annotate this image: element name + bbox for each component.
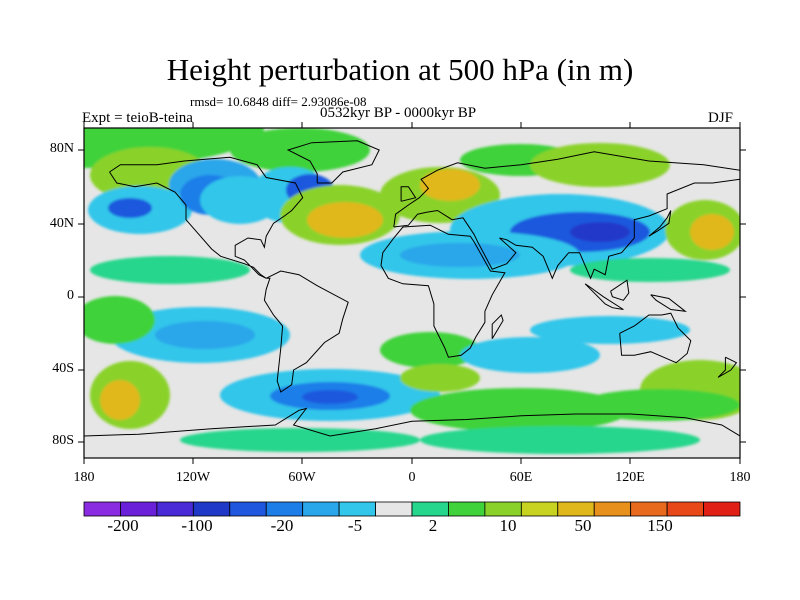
contour-region [380,332,480,368]
colorbar-swatch [484,501,522,517]
contour-region [530,143,670,187]
colorbar-swatch [83,501,121,517]
contour-region [307,202,383,238]
coastline [610,279,630,301]
colorbar [83,501,741,517]
colorbar-swatch [448,501,486,517]
lon-label-120w: 120W [175,470,211,485]
colorbar-swatch [265,501,304,517]
contour-region [420,169,480,201]
colorbar-swatch [375,501,413,517]
period-label: 0532kyr BP - 0000kyr BP [320,105,477,121]
colorbar-label-150: 150 [647,516,673,535]
contour-region [180,428,420,452]
colorbar-label-2: 2 [428,516,438,535]
season-label: DJF [708,110,734,126]
contour-region [690,214,734,250]
contour-region [570,222,630,242]
contour-region [460,337,600,373]
colorbar-swatch [411,501,449,517]
coastline [650,294,688,313]
lat-label-40s: 40S [52,361,74,376]
colorbar-label-50: 50 [574,516,592,535]
lon-label-60e: 60E [509,470,533,485]
colorbar-label-m5: -5 [347,516,363,535]
lat-label-80n: 80N [49,141,74,156]
contour-region [155,321,255,349]
coastline [393,151,740,280]
lon-label-180w: 180 [73,470,95,485]
colorbar-label-m200: -200 [107,516,139,535]
coastline [400,186,417,202]
coastline [109,156,304,279]
experiment-label: Expt = teioB-teina [82,110,193,126]
contour-region [400,364,480,392]
coastline [491,314,504,340]
colorbar-label-m100: -100 [181,516,213,535]
colorbar-label-m20: -20 [270,516,294,535]
contour-region [84,296,155,344]
lon-label-0: 0 [408,470,416,485]
contour-region [570,258,730,282]
colorbar-swatch [338,501,376,517]
contour-region [400,243,520,267]
colorbar-swatch [229,501,267,517]
lat-label-0: 0 [67,288,74,303]
rmsd-stats: rmsd= 10.6848 diff= 2.93086e-08 [190,94,367,109]
contour-field [84,128,740,458]
coastline [286,140,380,184]
contour-region [530,316,690,344]
colorbar-swatch [156,501,194,517]
coastline [648,210,672,237]
coastline [584,283,624,310]
coastline [717,356,738,378]
colorbar-swatch [302,501,340,517]
contour-region [230,128,370,172]
lon-label-60w: 60W [288,470,316,485]
colorbar-swatch [703,501,741,517]
colorbar-swatch [192,501,231,517]
lat-label-80s: 80S [52,433,74,448]
coastline [380,224,506,358]
colorbar-swatch [666,501,704,517]
lat-label-40n: 40N [49,216,74,231]
contour-region [302,390,358,404]
plot-title: Height perturbation at 500 hPa (in m) [166,52,634,87]
coastline [84,407,740,437]
colorbar-swatch [557,501,595,517]
colorbar-swatch [120,501,158,517]
coastline [263,270,349,393]
lon-label-120e: 120E [615,470,645,485]
colorbar-swatch [520,501,559,517]
contour-region [108,198,152,218]
contour-region [420,426,700,454]
contour-region [100,380,140,420]
contour-region [90,256,250,284]
lon-label-180e: 180 [729,470,751,485]
colorbar-swatch [630,501,668,517]
contour-region [200,176,280,224]
coastline [619,312,692,364]
colorbar-swatch [593,501,632,517]
colorbar-label-10: 10 [499,516,517,535]
contour-region [410,388,630,432]
